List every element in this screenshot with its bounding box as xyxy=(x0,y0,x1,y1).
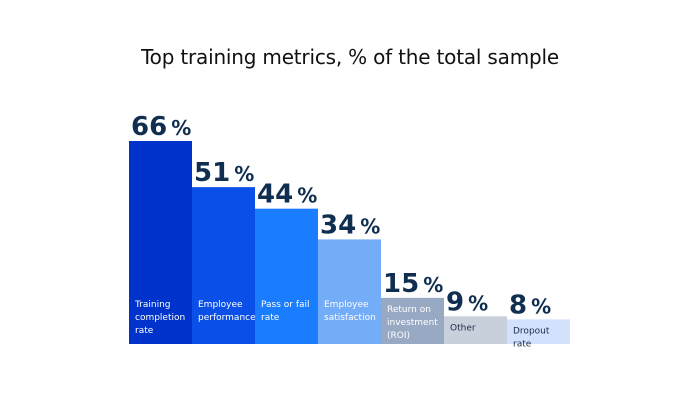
category-label-0: Training completion rate xyxy=(134,300,185,336)
bar-2 xyxy=(255,208,318,344)
value-label-3: 34% xyxy=(320,210,380,240)
category-label-2: Pass or fail rate xyxy=(261,300,310,323)
bar-3 xyxy=(318,239,381,344)
category-label-3: Employee satisfaction xyxy=(324,300,376,323)
category-label-1: Employee performance xyxy=(198,300,256,323)
category-label-6: Dropout rate xyxy=(513,326,550,349)
bar-6 xyxy=(507,319,570,344)
category-label-4: Return on investment (ROI) xyxy=(387,305,438,341)
value-label-2: 44% xyxy=(257,180,317,210)
bar-1 xyxy=(192,187,255,344)
bar-4 xyxy=(381,297,444,344)
value-label-5: 9% xyxy=(446,287,488,317)
chart-title: Top training metrics, % of the total sam… xyxy=(141,45,559,69)
value-label-6: 8% xyxy=(509,290,551,320)
category-label-5: Other xyxy=(450,323,476,333)
value-label-1: 51% xyxy=(194,158,254,188)
bar-0 xyxy=(129,141,192,344)
value-label-0: 66% xyxy=(131,112,191,142)
value-label-4: 15% xyxy=(383,269,443,299)
bar-5 xyxy=(444,316,507,344)
